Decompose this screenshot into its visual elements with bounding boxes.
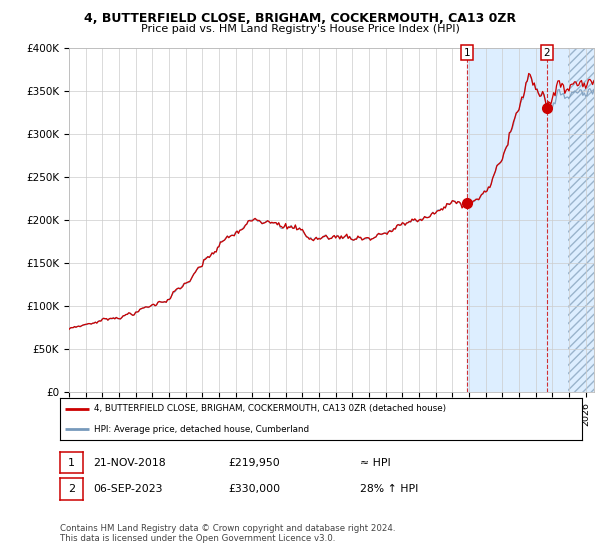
Text: 4, BUTTERFIELD CLOSE, BRIGHAM, COCKERMOUTH, CA13 0ZR: 4, BUTTERFIELD CLOSE, BRIGHAM, COCKERMOU… [84, 12, 516, 25]
Text: Contains HM Land Registry data © Crown copyright and database right 2024.
This d: Contains HM Land Registry data © Crown c… [60, 524, 395, 543]
Text: Price paid vs. HM Land Registry's House Price Index (HPI): Price paid vs. HM Land Registry's House … [140, 24, 460, 34]
Text: 2: 2 [544, 48, 550, 58]
Text: 1: 1 [464, 48, 470, 58]
Text: £219,950: £219,950 [228, 458, 280, 468]
Text: ≈ HPI: ≈ HPI [360, 458, 391, 468]
Bar [568, 48, 594, 392]
Text: 06-SEP-2023: 06-SEP-2023 [93, 484, 163, 494]
Bar [467, 48, 594, 392]
Text: 28% ↑ HPI: 28% ↑ HPI [360, 484, 418, 494]
Text: HPI: Average price, detached house, Cumberland: HPI: Average price, detached house, Cumb… [94, 424, 309, 433]
Text: 1: 1 [68, 458, 75, 468]
Text: 2: 2 [68, 484, 75, 494]
Text: 4, BUTTERFIELD CLOSE, BRIGHAM, COCKERMOUTH, CA13 0ZR (detached house): 4, BUTTERFIELD CLOSE, BRIGHAM, COCKERMOU… [94, 404, 446, 413]
Text: 21-NOV-2018: 21-NOV-2018 [93, 458, 166, 468]
Text: £330,000: £330,000 [228, 484, 280, 494]
